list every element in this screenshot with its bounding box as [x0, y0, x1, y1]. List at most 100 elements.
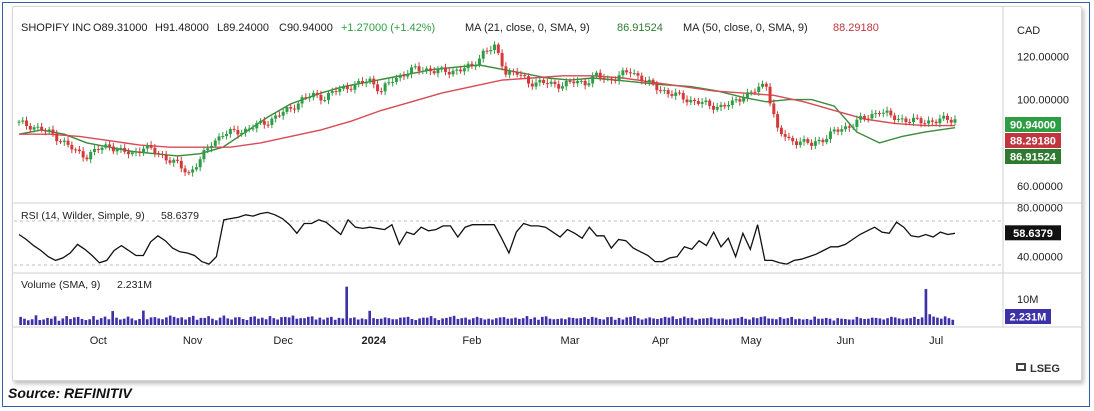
volume-bar	[376, 318, 379, 325]
candle-body	[25, 120, 29, 126]
volume-bar	[341, 318, 345, 325]
candle-body	[859, 115, 863, 120]
ma50-price-badge-label: 88.29180	[1010, 136, 1056, 148]
candle-body	[640, 75, 644, 82]
candle-body	[142, 148, 146, 154]
candle-body	[783, 134, 787, 137]
candle-body	[323, 100, 327, 102]
candle-body	[55, 133, 59, 142]
candle-body	[194, 167, 198, 170]
volume-bar	[349, 318, 352, 325]
volume-bar	[214, 320, 218, 325]
candle-body	[761, 83, 765, 87]
candle-body	[927, 120, 931, 124]
volume-bar	[617, 317, 621, 325]
candle-body	[889, 110, 893, 116]
volume-bar	[587, 318, 590, 325]
candles-layer	[17, 41, 957, 177]
candle-body	[727, 105, 731, 107]
candle-body	[794, 141, 798, 146]
currency-label: CAD	[1017, 25, 1040, 37]
candle-body	[157, 153, 161, 155]
candle-body	[255, 123, 259, 129]
candle-body	[74, 149, 78, 151]
volume-bar	[445, 317, 448, 325]
volume-bar	[759, 316, 763, 325]
volume-bar	[241, 318, 245, 325]
volume-bar	[828, 318, 832, 325]
volume-bar	[656, 318, 659, 325]
volume-bar	[625, 317, 629, 325]
volume-bar	[107, 319, 111, 325]
candle-body	[587, 83, 591, 86]
candle-body	[602, 77, 606, 80]
volume-bar	[368, 310, 372, 325]
volume-bar	[824, 317, 828, 325]
volume-bar	[740, 316, 744, 325]
volume-bar	[30, 319, 34, 325]
candle-body	[130, 152, 134, 155]
volume-bar	[606, 317, 609, 325]
candle-body	[413, 66, 417, 68]
volume-y-tick-label: 10M	[1017, 294, 1038, 306]
volume-bar	[253, 316, 256, 325]
volume-header-label: Volume (SMA, 9)	[21, 279, 100, 291]
candle-body	[757, 86, 761, 92]
volume-bar	[932, 316, 935, 325]
candle-body	[349, 88, 353, 90]
candle-body	[111, 146, 115, 152]
candle-body	[96, 149, 100, 151]
candle-body	[934, 121, 938, 124]
volume-bar	[153, 317, 157, 325]
candle-body	[466, 63, 470, 69]
volume-bar	[207, 316, 210, 325]
candle-body	[379, 91, 383, 93]
low-value: L89.24000	[217, 22, 269, 34]
candle-body	[745, 92, 749, 98]
volume-bar	[46, 317, 49, 325]
volume-bar	[410, 318, 414, 325]
candle-body	[304, 97, 308, 99]
candle-body	[851, 126, 855, 128]
volume-bar	[548, 318, 552, 325]
candle-body	[832, 129, 836, 132]
volume-bar	[506, 318, 510, 325]
chart-panel: SHOPIFY INC O89.31000 H91.48000 L89.2400…	[12, 6, 1083, 381]
candle-body	[243, 128, 247, 133]
volume-bar	[84, 320, 88, 325]
ma50-line	[19, 75, 955, 148]
volume-bar	[299, 318, 302, 325]
volume-bar	[763, 316, 767, 325]
candle-body	[345, 86, 349, 89]
volume-bar	[76, 316, 80, 325]
x-tick-label: Oct	[90, 335, 107, 347]
volume-bar	[840, 318, 843, 325]
candle-body	[579, 80, 583, 82]
candle-body	[187, 172, 191, 174]
candle-body	[689, 99, 693, 103]
candle-body	[342, 86, 346, 89]
candle-body	[670, 94, 674, 96]
candle-body	[681, 93, 685, 100]
volume-bar	[928, 314, 932, 325]
volume-bar	[483, 319, 487, 325]
candle-body	[92, 149, 96, 153]
x-tick-label: Feb	[462, 335, 481, 347]
volume-bar	[122, 318, 126, 325]
volume-bar	[218, 317, 222, 325]
volume-bar	[383, 317, 387, 325]
volume-bar	[199, 317, 203, 325]
rsi-header-value: 58.6379	[161, 210, 199, 222]
candle-body	[394, 77, 398, 82]
volume-bar	[69, 318, 72, 325]
volume-bar	[564, 319, 567, 325]
candle-body	[85, 157, 89, 160]
candle-body	[938, 118, 942, 124]
volume-bar	[307, 316, 310, 325]
candle-body	[708, 100, 712, 106]
volume-bar	[264, 319, 268, 325]
volume-header-value: 2.231M	[117, 279, 152, 291]
volume-bar	[775, 319, 778, 325]
volume-bar	[667, 317, 671, 325]
volume-bar	[870, 317, 874, 325]
